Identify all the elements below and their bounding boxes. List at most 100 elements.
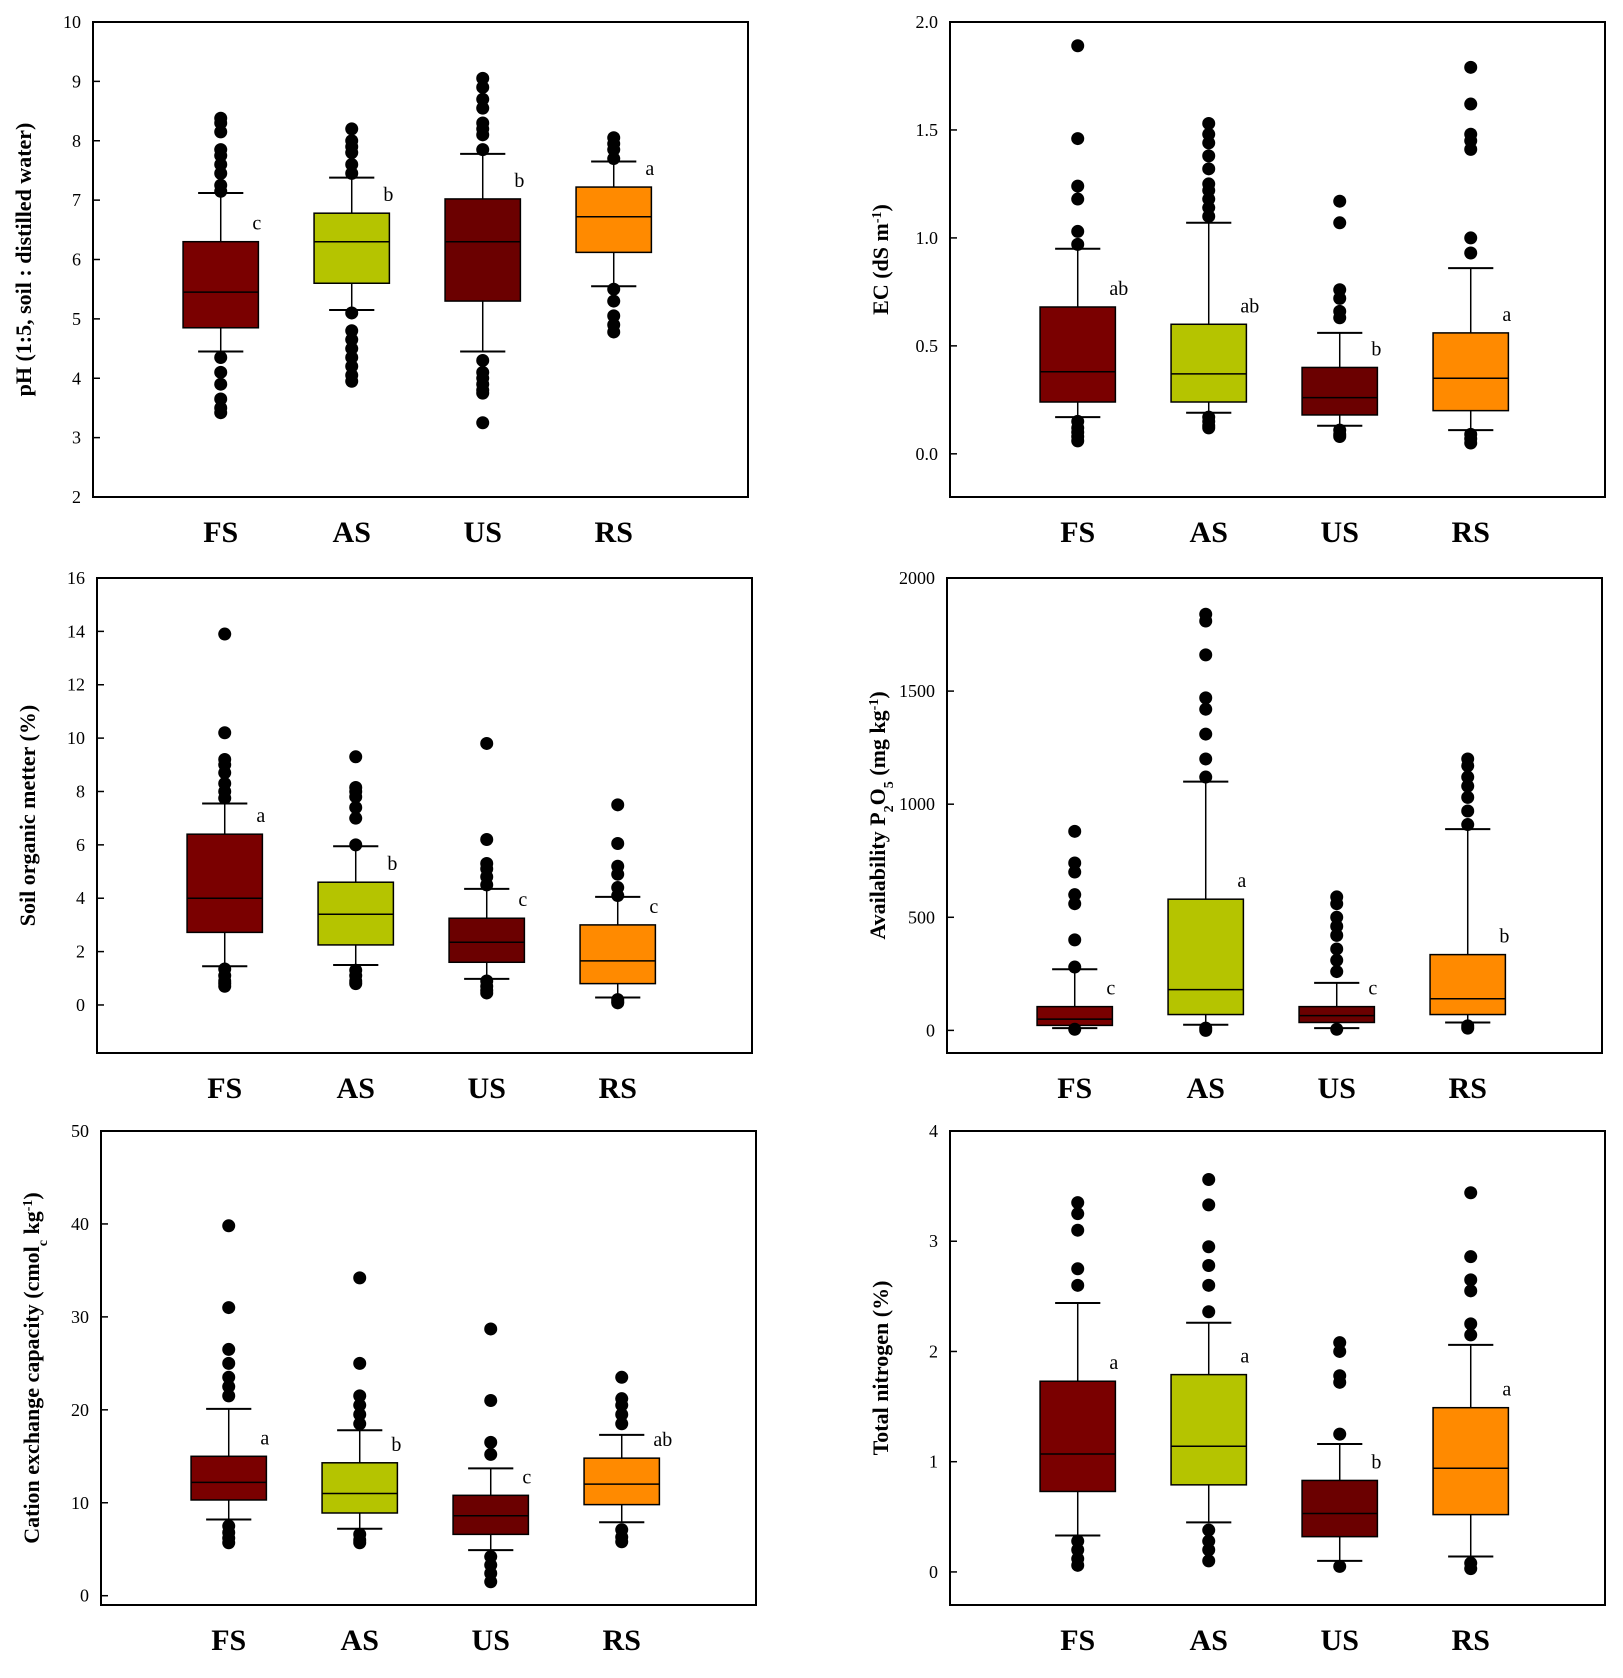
iqr-box <box>1170 323 1248 403</box>
y-tick-label: 2 <box>929 1341 938 1361</box>
outlier-point <box>214 365 228 379</box>
outlier-point <box>476 71 490 85</box>
box-us: b <box>1301 1336 1381 1573</box>
outlier-point <box>345 158 359 171</box>
y-tick-label: 2 <box>72 487 81 507</box>
plot-frame <box>946 577 1603 1054</box>
outlier-point <box>1202 116 1216 130</box>
outlier-point <box>1071 1223 1085 1237</box>
y-tick-label: 8 <box>76 781 85 801</box>
outlier-point <box>476 101 490 115</box>
outlier-point <box>214 392 228 406</box>
outlier-point <box>1068 1022 1082 1036</box>
significance-label: b <box>1499 926 1509 948</box>
outlier-point <box>1068 960 1082 974</box>
significance-label: c <box>522 1466 531 1488</box>
outlier-point <box>476 416 490 430</box>
category-label-rs: RS <box>1452 516 1490 549</box>
outlier-point <box>349 977 363 991</box>
outlier-point <box>353 1417 367 1431</box>
significance-label: b <box>1371 1451 1381 1473</box>
outlier-point <box>222 1536 236 1550</box>
significance-label: c <box>518 889 527 911</box>
y-axis-title: pH (1:5, soil : distilled water) <box>11 123 36 397</box>
outlier-point <box>1202 1278 1216 1292</box>
outlier-point <box>1461 770 1475 784</box>
outlier-point <box>1333 1336 1347 1350</box>
outlier-point <box>1464 1250 1478 1264</box>
box-as: b <box>317 750 397 991</box>
category-label-rs: RS <box>599 1072 637 1105</box>
iqr-box <box>583 1457 661 1506</box>
category-label-rs: RS <box>1452 1624 1490 1657</box>
iqr-box <box>1170 1373 1248 1486</box>
outlier-point <box>1068 824 1082 838</box>
y-tick-label: 12 <box>67 675 85 695</box>
y-tick-label: 3 <box>72 428 81 448</box>
outlier-point <box>1071 1196 1085 1210</box>
box-rs: ab <box>583 1370 672 1549</box>
iqr-box <box>1036 1005 1114 1027</box>
significance-label: b <box>514 170 524 192</box>
outlier-point <box>607 152 621 166</box>
significance-label: a <box>1240 1346 1249 1368</box>
y-tick-label: 16 <box>67 568 85 588</box>
outlier-point <box>1202 1198 1216 1212</box>
significance-label: c <box>649 896 658 918</box>
outlier-point <box>353 1407 367 1421</box>
category-label-rs: RS <box>1449 1072 1487 1105</box>
iqr-box <box>575 186 653 254</box>
outlier-point <box>1202 149 1216 163</box>
box-fs: c <box>1036 824 1115 1036</box>
iqr-box <box>1039 306 1117 403</box>
box-fs: ab <box>1039 39 1128 448</box>
iqr-box <box>579 924 657 985</box>
category-label-fs: FS <box>1060 516 1095 549</box>
iqr-box <box>1301 1479 1379 1538</box>
outlier-point <box>1199 727 1213 741</box>
iqr-box <box>1167 898 1245 1016</box>
y-tick-label: 3 <box>929 1231 938 1251</box>
outlier-point <box>345 333 359 347</box>
outlier-point <box>476 92 490 106</box>
outlier-point <box>1071 192 1085 206</box>
outlier-point <box>1464 1328 1478 1342</box>
chart-panel-3: 0 2 4 6 8 10 12 14 16 Soil organic metter (%) a FS b… <box>15 568 753 1105</box>
significance-label: a <box>256 805 265 827</box>
outlier-point <box>349 750 363 764</box>
category-label-as: AS <box>341 1624 379 1657</box>
significance-label: a <box>1237 870 1246 892</box>
iqr-box <box>321 1462 399 1514</box>
outlier-point <box>222 1370 236 1384</box>
outlier-point <box>484 1322 498 1336</box>
outlier-point <box>1068 897 1082 911</box>
outlier-point <box>353 1356 367 1370</box>
outlier-point <box>353 1398 367 1412</box>
outlier-point <box>1461 1021 1475 1035</box>
outlier-point <box>1071 237 1085 251</box>
outlier-point <box>607 294 621 308</box>
outlier-point <box>611 881 625 895</box>
significance-label: a <box>645 158 654 180</box>
outlier-point <box>1464 1284 1478 1298</box>
outlier-point <box>214 406 228 420</box>
box-fs: a <box>190 1219 269 1550</box>
outlier-point <box>218 627 232 641</box>
significance-label: a <box>1502 304 1511 326</box>
outlier-point <box>1202 1554 1216 1568</box>
iqr-box <box>448 917 526 964</box>
outlier-point <box>615 1407 629 1421</box>
outlier-point <box>1330 910 1344 924</box>
y-tick-label: 0.5 <box>916 336 939 356</box>
outlier-point <box>1333 283 1347 297</box>
significance-label: ab <box>1109 278 1128 300</box>
y-tick-label: 8 <box>72 131 81 151</box>
y-tick-label: 0.0 <box>916 444 939 464</box>
outlier-point <box>1199 1023 1213 1037</box>
y-tick-label: 10 <box>63 12 81 32</box>
outlier-point <box>476 386 490 400</box>
outlier-point <box>615 1535 629 1549</box>
outlier-point <box>1202 177 1216 191</box>
outlier-point <box>476 353 490 367</box>
outlier-point <box>476 143 490 157</box>
